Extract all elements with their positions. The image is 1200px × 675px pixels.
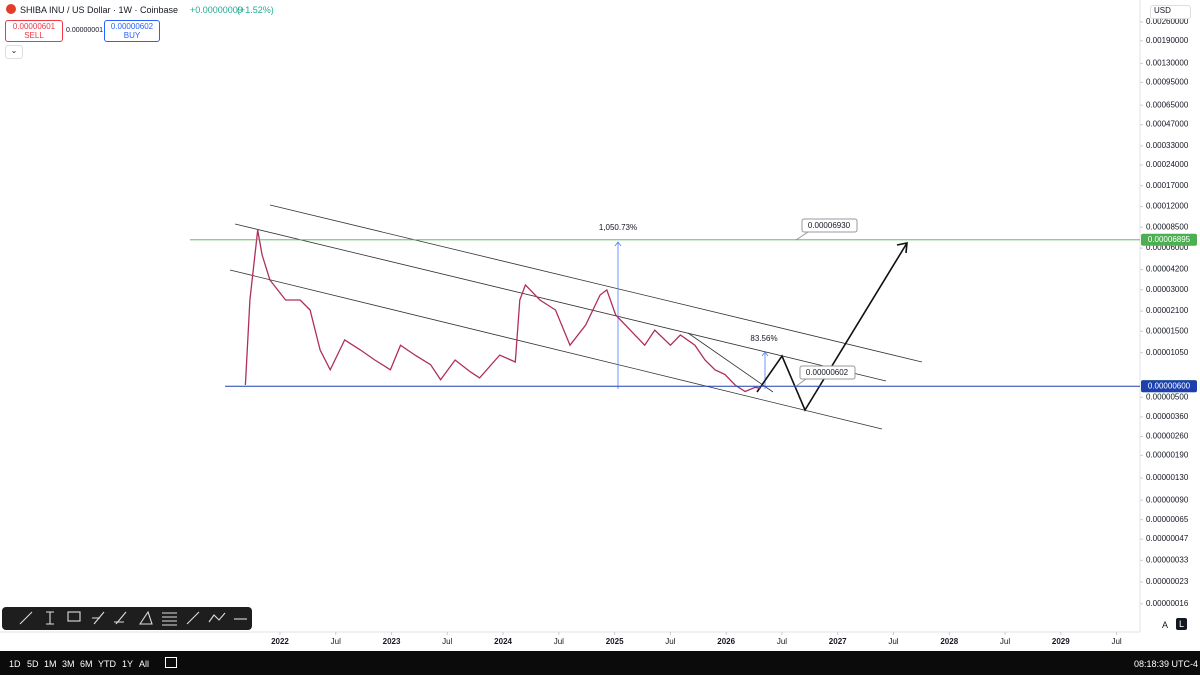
x-tick-label: 2024 <box>494 637 512 646</box>
projection-arrow <box>756 242 908 412</box>
y-tick-label: 0.00000033 <box>1146 555 1189 564</box>
measure-label: 1,050.73% <box>599 223 637 232</box>
buy-button[interactable]: 0.00000602 BUY <box>104 20 160 42</box>
x-tick-label: Jul <box>1111 637 1121 646</box>
bottom-toolbar: 1D 5D 1M 3M 6M YTD 1Y All 08:18:39 UTC-4 <box>0 651 1200 675</box>
buy-label: BUY <box>123 31 141 40</box>
y-tick-label: 0.00047000 <box>1146 120 1189 129</box>
y-tick-label: 0.00000360 <box>1146 412 1189 421</box>
sell-price: 0.00000601 <box>12 22 56 31</box>
sell-button[interactable]: 0.00000601 SELL <box>5 20 63 42</box>
range-button[interactable]: 1D <box>9 659 21 669</box>
x-tick-label: 2026 <box>717 637 735 646</box>
x-tick-label: 2028 <box>940 637 958 646</box>
y-tick-label: 0.00006000 <box>1146 243 1189 252</box>
price-tag-label: 0.00000600 <box>1148 381 1191 390</box>
x-tick-label: 2027 <box>829 637 847 646</box>
symbol-title[interactable]: SHIBA INU / US Dollar · 1W · Coinbase <box>20 5 179 15</box>
price-tag <box>1141 233 1197 246</box>
x-tick-label: Jul <box>1000 637 1010 646</box>
range-button[interactable]: 5D <box>27 659 39 669</box>
y-tick-label: 0.00002100 <box>1146 306 1189 315</box>
chart: 0.00006930 0.00000602 1,050.73% 83.56% 0… <box>0 0 1197 646</box>
measure-label: 83.56% <box>750 334 777 343</box>
y-tick-label: 0.00008500 <box>1146 222 1189 231</box>
spread: 0.00000001 <box>66 27 103 34</box>
y-tick-label: 0.00012000 <box>1146 202 1189 211</box>
range-button[interactable]: 1Y <box>122 659 134 669</box>
y-tick-label: 0.00000190 <box>1146 450 1189 459</box>
auto-scale[interactable]: A <box>1162 620 1169 630</box>
currency-select[interactable]: USD <box>1150 5 1191 19</box>
y-tick-label: 0.00000500 <box>1146 392 1189 401</box>
collapse-button[interactable]: ⌄ <box>5 45 23 59</box>
x-tick-label: 2023 <box>383 637 401 646</box>
callout-box <box>801 218 858 233</box>
range-button[interactable]: All <box>139 659 150 669</box>
buy-price: 0.00000602 <box>110 22 154 31</box>
symbol-icon <box>6 4 16 14</box>
callout-box <box>799 365 856 380</box>
y-tick-label: 0.00000090 <box>1146 495 1189 504</box>
price-change: +0.00000009 <box>190 5 243 15</box>
x-tick-label: 2022 <box>271 637 289 646</box>
price-change-pct: (+1.52%) <box>237 5 274 15</box>
price-tag <box>1141 380 1197 393</box>
callout-pointer <box>794 378 807 388</box>
drawings <box>229 204 923 430</box>
y-tick-label: 0.00001500 <box>1146 326 1189 335</box>
sell-label: SELL <box>24 31 44 40</box>
price-tag-label: 0.00006895 <box>1148 235 1191 244</box>
y-tick-label: 0.00001050 <box>1146 348 1189 357</box>
callout-label: 0.00006930 <box>808 221 851 230</box>
range-button[interactable]: 1M <box>44 659 57 669</box>
y-tick-label: 0.00065000 <box>1146 100 1189 109</box>
y-tick-label: 0.00017000 <box>1146 181 1189 190</box>
drawing-toolbar <box>2 607 252 630</box>
date-range-icon[interactable] <box>165 657 177 668</box>
y-tick-label: 0.00000016 <box>1146 599 1189 608</box>
x-tick-label: Jul <box>442 637 452 646</box>
y-tick-label: 0.00004200 <box>1146 265 1189 274</box>
y-tick-label: 0.00003000 <box>1146 285 1189 294</box>
y-tick-label: 0.00000023 <box>1146 577 1189 586</box>
range-button[interactable]: YTD <box>98 659 116 669</box>
range-button[interactable]: 3M <box>62 659 75 669</box>
x-tick-label: 2029 <box>1052 637 1070 646</box>
y-tick-label: 0.00000065 <box>1146 515 1189 524</box>
callout-pointer <box>795 231 809 241</box>
y-tick-label: 0.00000130 <box>1146 473 1189 482</box>
x-tick-label: 2025 <box>606 637 624 646</box>
x-tick-label: Jul <box>554 637 564 646</box>
y-tick-label: 0.00130000 <box>1146 59 1189 68</box>
clock: 08:18:39 UTC-4 <box>1134 659 1199 669</box>
y-tick-label: 0.00095000 <box>1146 78 1189 87</box>
y-tick-label: 0.00000047 <box>1146 534 1189 543</box>
range-button[interactable]: 6M <box>80 659 93 669</box>
callout-label: 0.00000602 <box>806 368 849 377</box>
measure-arrows <box>614 241 769 389</box>
y-tick-label: 0.00190000 <box>1146 36 1189 45</box>
x-tick-label: Jul <box>331 637 341 646</box>
price-line <box>244 229 761 393</box>
y-tick-label: 0.00260000 <box>1146 17 1189 26</box>
y-tick-label: 0.00000260 <box>1146 432 1189 441</box>
y-tick-label: 0.00033000 <box>1146 141 1189 150</box>
x-tick-label: Jul <box>888 637 898 646</box>
y-tick-label: 0.00024000 <box>1146 160 1189 169</box>
x-tick-label: Jul <box>777 637 787 646</box>
x-tick-label: Jul <box>665 637 675 646</box>
log-scale[interactable]: L <box>1176 618 1188 630</box>
